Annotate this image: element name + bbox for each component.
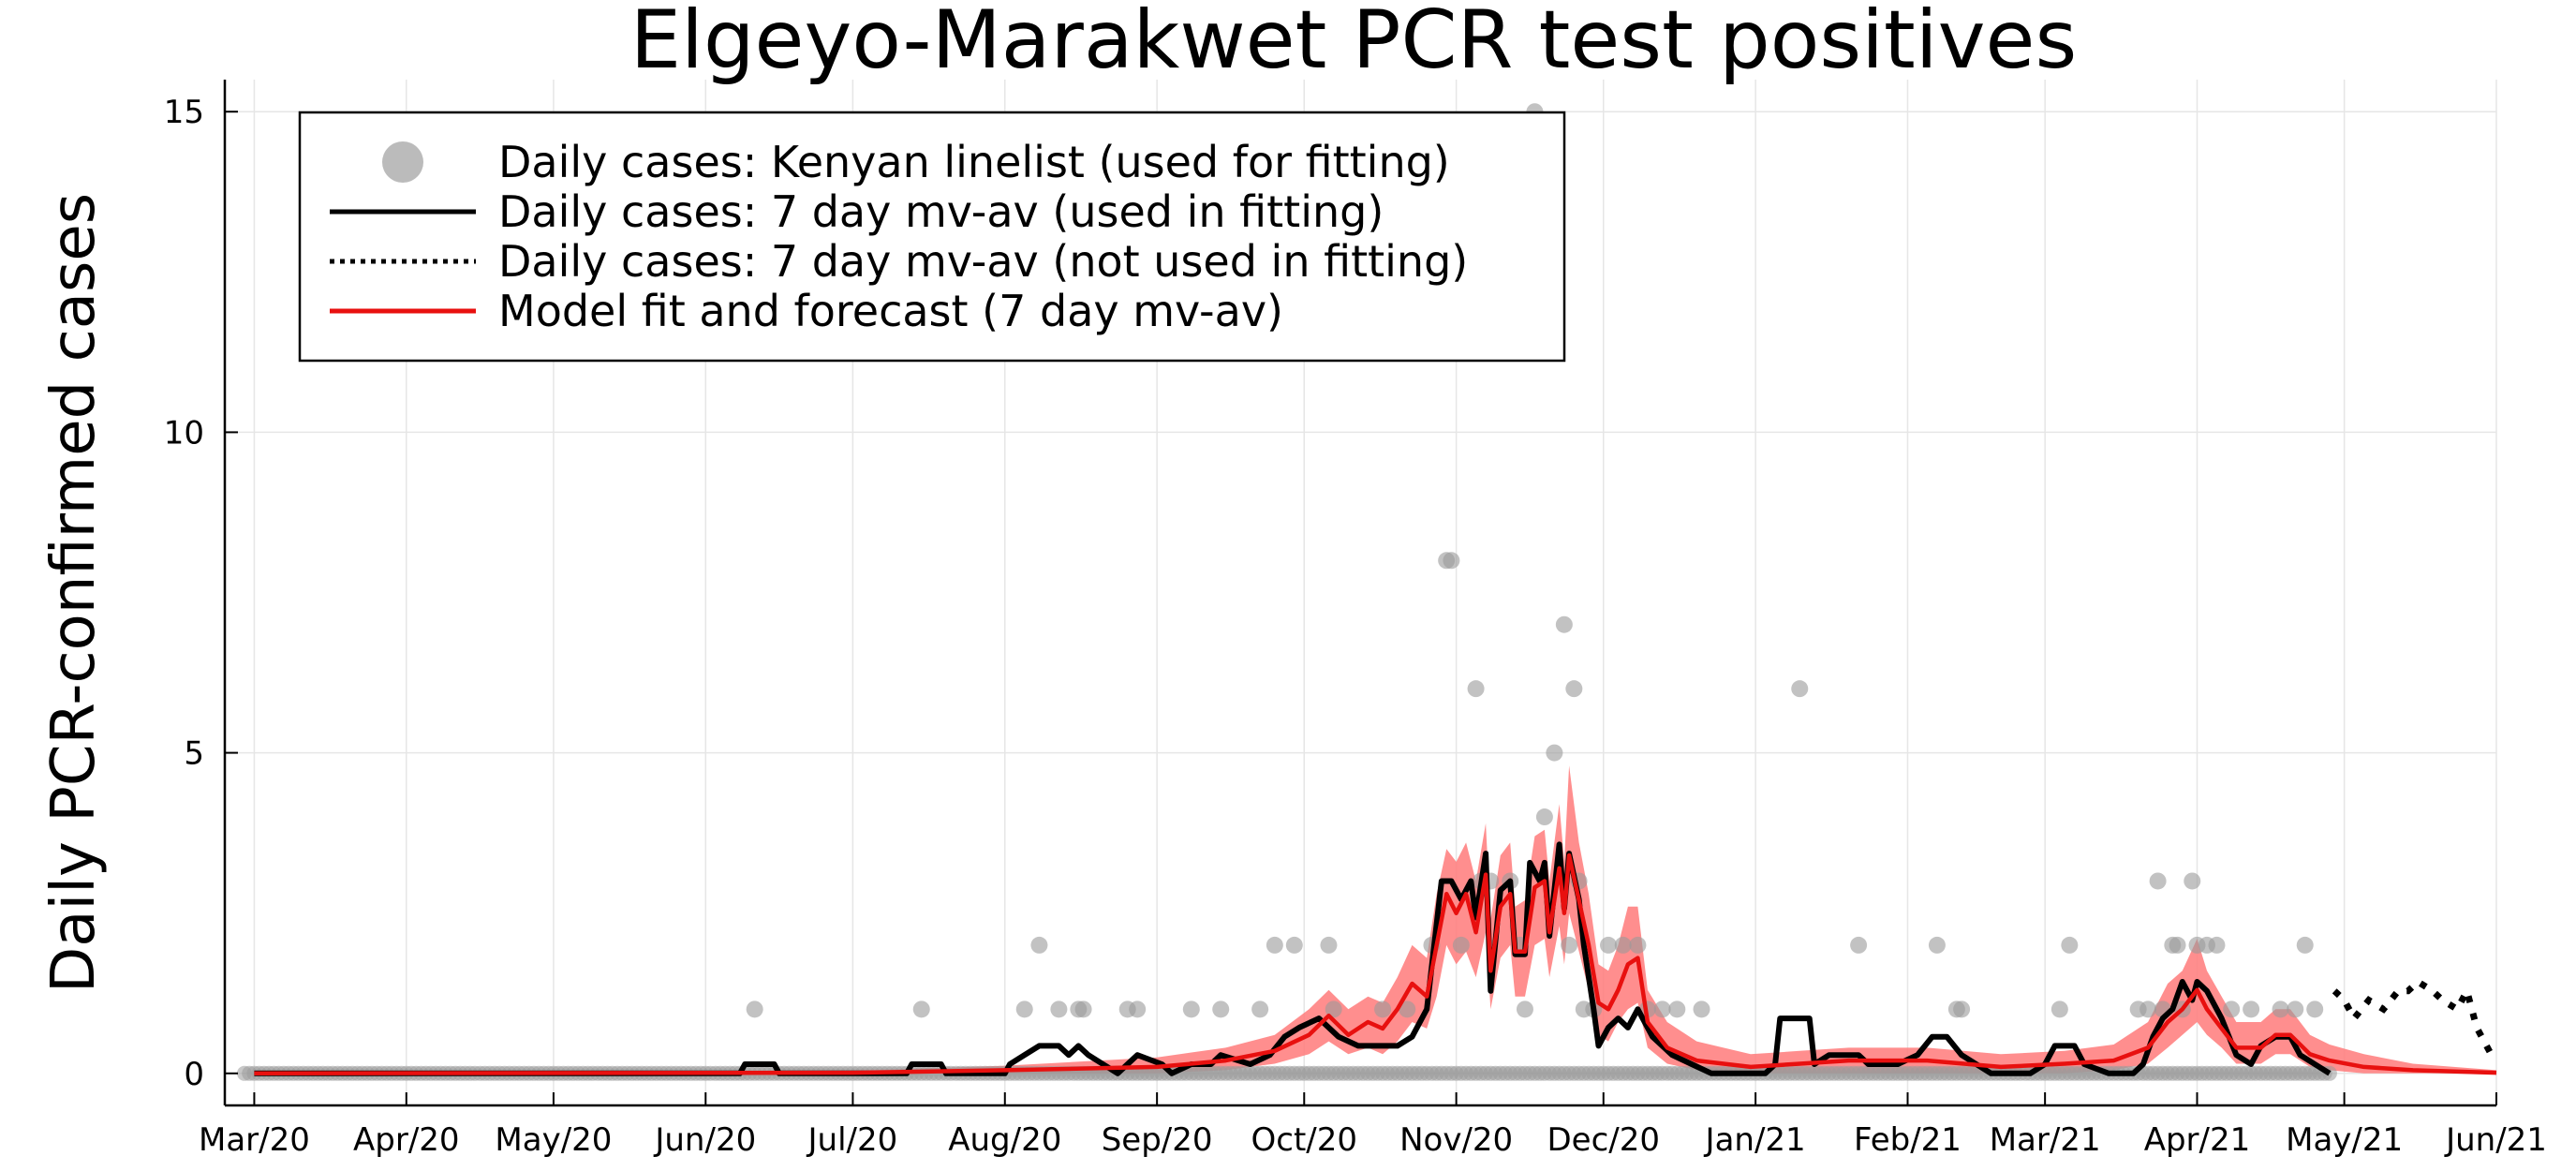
scatter-point <box>2243 1001 2260 1018</box>
x-tick-label: Jun/21 <box>2444 1121 2547 1159</box>
scatter-point <box>1374 1001 1392 1018</box>
scatter-point <box>1443 552 1460 570</box>
x-tick-label: Sep/20 <box>1102 1121 1213 1159</box>
scatter-point <box>1614 936 1632 954</box>
legend-marker <box>382 141 423 183</box>
scatter-point <box>2050 1001 2068 1018</box>
x-tick-label: Apr/21 <box>2144 1121 2251 1159</box>
scatter-point <box>1850 936 1868 954</box>
x-tick-label: Jul/20 <box>807 1121 898 1159</box>
scatter-point <box>2223 1001 2241 1018</box>
scatter-point <box>2287 1001 2304 1018</box>
scatter-point <box>2184 872 2201 890</box>
scatter-point <box>1629 936 1647 954</box>
scatter-point <box>1325 1001 1342 1018</box>
scatter-point <box>1668 1001 1686 1018</box>
scatter-point <box>1074 1001 1092 1018</box>
scatter-point <box>1535 808 1553 826</box>
x-tick-label: Mar/21 <box>1990 1121 2101 1159</box>
scatter-point <box>1285 936 1303 954</box>
scatter-point <box>1561 936 1578 954</box>
scatter-point <box>1266 936 1283 954</box>
scatter-point <box>1599 936 1617 954</box>
x-tick-label: Feb/21 <box>1854 1121 1962 1159</box>
y-tick-label: 10 <box>164 414 204 452</box>
scatter-point <box>2149 872 2167 890</box>
legend-label: Daily cases: Kenyan linelist (used for f… <box>498 137 1450 187</box>
scatter-point <box>1928 936 1946 954</box>
series-lines <box>254 841 2497 1076</box>
scatter-point <box>1320 936 1338 954</box>
model-fit-line <box>254 852 2497 1076</box>
x-tick-label: Aug/20 <box>948 1121 1061 1159</box>
legend-label: Model fit and forecast (7 day mv-av) <box>498 286 1283 336</box>
scatter-point <box>1693 1001 1710 1018</box>
legend: Daily cases: Kenyan linelist (used for f… <box>298 111 1566 363</box>
y-tick-label: 5 <box>184 735 204 773</box>
scatter-point <box>1565 680 1583 698</box>
scatter-point <box>1546 744 1563 762</box>
scatter-point <box>1555 615 1573 633</box>
scatter-point <box>1953 1001 1971 1018</box>
scatter-point <box>1129 1001 1147 1018</box>
scatter-point <box>1050 1001 1068 1018</box>
scatter-point <box>1653 1001 1671 1018</box>
y-tick-label: 0 <box>184 1056 204 1093</box>
scatter-point <box>1015 1001 1033 1018</box>
scatter-point <box>1399 1001 1416 1018</box>
axes: 0 5 10 15 Mar/20 Apr/20 May/20 Jun/20 Jul/20 Aug/… <box>164 80 2547 1159</box>
x-tick-label: Jan/21 <box>1704 1121 1806 1159</box>
x-tick-label: May/21 <box>2286 1121 2403 1159</box>
x-tick-label: Oct/20 <box>1251 1121 1358 1159</box>
scatter-point <box>2272 1001 2289 1018</box>
legend-box <box>298 111 1566 363</box>
scatter-point <box>1030 936 1048 954</box>
y-tick-label: 15 <box>164 94 204 131</box>
scatter-point <box>746 1001 763 1018</box>
scatter-point <box>912 1001 930 1018</box>
scatter-point <box>1251 1001 1269 1018</box>
scatter-point <box>1467 680 1485 698</box>
x-tick-label: Dec/20 <box>1547 1121 1661 1159</box>
scatter-point <box>1212 1001 1230 1018</box>
legend-label: Daily cases: 7 day mv-av (used in fittin… <box>498 186 1384 237</box>
scatter-point <box>1791 680 1809 698</box>
scatter-point <box>2208 936 2226 954</box>
y-axis-label: Daily PCR-confirmed cases <box>39 193 109 993</box>
x-tick-label: Mar/20 <box>199 1121 310 1159</box>
scatter-point <box>2139 1001 2157 1018</box>
scatter-point <box>2061 936 2079 954</box>
scatter-point <box>2296 936 2314 954</box>
scatter-point <box>1452 936 1470 954</box>
scatter-point <box>1182 1001 1200 1018</box>
legend-label: Daily cases: 7 day mv-av (not used in fi… <box>498 236 1468 287</box>
mvav-not-used-line <box>2332 977 2495 1057</box>
scatter-point <box>1516 1001 1533 1018</box>
chart-title: Elgeyo-Marakwet PCR test positives <box>630 0 2078 87</box>
x-tick-label: Apr/20 <box>353 1121 460 1159</box>
scatter-point <box>2169 936 2186 954</box>
x-tick-label: May/20 <box>495 1121 612 1159</box>
x-tick-label: Jun/20 <box>653 1121 756 1159</box>
scatter-point <box>2306 1001 2324 1018</box>
x-tick-label: Nov/20 <box>1399 1121 1513 1159</box>
